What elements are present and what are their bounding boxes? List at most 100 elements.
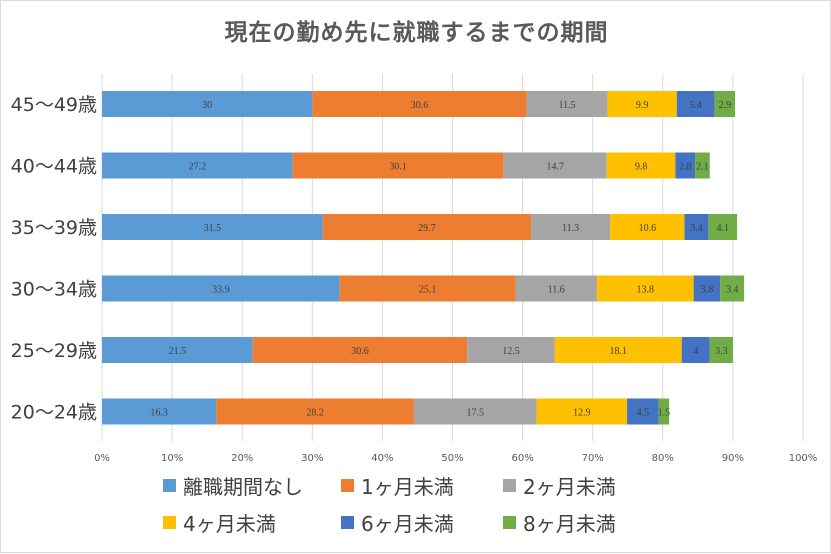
data-label: 9.8 (635, 162, 648, 173)
category-label: 25〜29歳 (11, 340, 97, 362)
bar-segment (339, 275, 516, 302)
bar-segment (467, 337, 555, 363)
data-label: 16.3 (150, 408, 168, 419)
x-tick-label: 70% (582, 453, 604, 464)
legend-label: 1ヶ月未満 (361, 475, 454, 499)
data-label: 4.1 (716, 223, 729, 234)
bar-segment (292, 152, 504, 179)
data-label: 2.9 (719, 100, 732, 111)
data-label: 2.8 (679, 162, 692, 173)
bar-segment (676, 91, 715, 117)
data-label: 4.5 (637, 408, 650, 419)
bar-segment (102, 337, 253, 363)
category-label: 35〜39歳 (11, 217, 97, 239)
legend-item: 離職期間なし (163, 471, 303, 500)
data-label: 33.9 (212, 285, 230, 296)
bar-segment (714, 91, 736, 117)
legend-item: 6ヶ月未満 (341, 508, 454, 537)
legend-swatch (341, 516, 354, 529)
data-label: 29.7 (418, 223, 436, 234)
bar-segment (695, 152, 710, 179)
bar-segment (675, 152, 696, 179)
category-label: 30〜34歳 (11, 279, 97, 301)
data-label: 3.4 (726, 285, 739, 296)
bar-segment (515, 275, 597, 302)
bar-segment (606, 152, 676, 179)
bar-segment (102, 152, 293, 179)
data-label: 28.2 (306, 408, 324, 419)
bar-segment (681, 337, 710, 363)
data-label: 4 (693, 346, 698, 357)
x-tick-label: 20% (231, 453, 253, 464)
bar-segment (536, 398, 628, 425)
data-label: 2.1 (696, 162, 709, 173)
category-label: 45〜49歳 (11, 94, 97, 116)
legend-label: 2ヶ月未満 (523, 475, 616, 499)
x-tick-label: 80% (652, 453, 674, 464)
legend-item: 2ヶ月未満 (503, 471, 616, 500)
data-label: 11.3 (562, 223, 579, 234)
x-tick-label: 60% (511, 453, 533, 464)
data-label: 10.6 (639, 223, 657, 234)
bar-segment (658, 398, 670, 425)
bar-segment (610, 214, 685, 240)
legend-swatch (341, 479, 354, 492)
data-label: 5.4 (689, 100, 702, 111)
bar-segment (693, 275, 721, 302)
bar-segment (708, 214, 738, 240)
x-tick-label: 50% (441, 453, 463, 464)
bar-segment (102, 398, 217, 425)
bar-segment (216, 398, 414, 425)
legend-swatch (163, 479, 176, 492)
bar-segment (627, 398, 659, 425)
bar-segment (322, 214, 532, 240)
x-tick-label: 40% (371, 453, 393, 464)
legend-label: 6ヶ月未満 (361, 512, 454, 536)
bar-segment (102, 275, 340, 302)
data-label: 1.5 (658, 408, 671, 419)
data-label: 27.2 (189, 162, 207, 173)
bar-segment (102, 91, 313, 117)
data-label: 13.8 (637, 285, 655, 296)
x-tick-label: 0% (94, 453, 110, 464)
data-label: 31.5 (204, 223, 222, 234)
bar-segment (413, 398, 537, 425)
legend-swatch (503, 516, 516, 529)
data-label: 9.9 (636, 100, 649, 111)
legend-item: 8ヶ月未満 (503, 508, 616, 537)
bar-segment (596, 275, 694, 302)
bar-segment (554, 337, 682, 363)
bar-segment (102, 214, 323, 240)
bar-segment (607, 91, 677, 117)
x-tick-label: 90% (722, 453, 744, 464)
x-tick-label: 10% (161, 453, 183, 464)
data-label: 11.6 (548, 285, 565, 296)
legend-label: 4ヶ月未満 (183, 512, 276, 536)
legend-item: 4ヶ月未満 (163, 508, 276, 537)
x-tick-label: 30% (301, 453, 323, 464)
bar-segment (531, 214, 611, 240)
bar-segment (252, 337, 468, 363)
legend-label: 離職期間なし (183, 475, 303, 499)
bar-segment (684, 214, 709, 240)
data-label: 3.4 (690, 223, 703, 234)
data-label: 17.5 (467, 408, 485, 419)
data-label: 30.1 (389, 162, 407, 173)
data-label: 21.5 (169, 346, 187, 357)
data-label: 11.5 (559, 100, 576, 111)
data-label: 12.5 (502, 346, 520, 357)
bar-segment (312, 91, 527, 117)
category-label: 40〜44歳 (11, 156, 97, 178)
x-tick-label: 100% (789, 453, 818, 464)
data-label: 14.7 (546, 162, 564, 173)
bar-segment (720, 275, 745, 302)
data-label: 30 (202, 100, 212, 111)
data-label: 18.1 (610, 346, 628, 357)
legend-swatch (503, 479, 516, 492)
data-label: 25.1 (419, 285, 437, 296)
bar-segment (503, 152, 607, 179)
chart-title: 現在の勤め先に就職するまでの期間 (224, 20, 609, 46)
data-label: 3.3 (715, 346, 728, 357)
